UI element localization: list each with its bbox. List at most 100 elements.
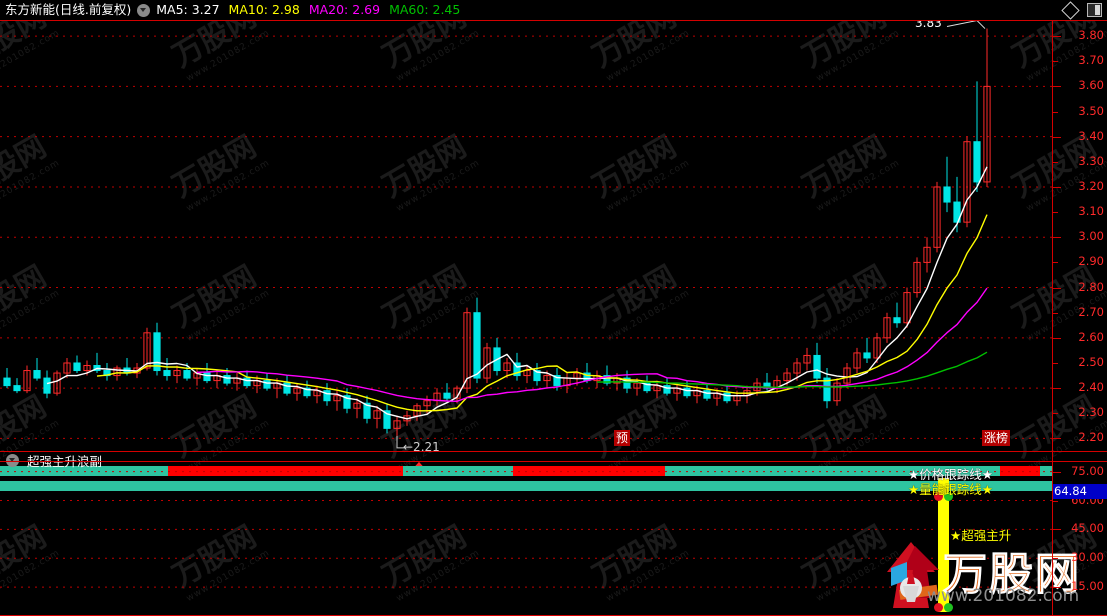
price-panel-bottom-border bbox=[0, 451, 1107, 452]
price-track-band bbox=[403, 466, 513, 476]
signal-vertical-bar bbox=[938, 478, 949, 612]
signal-marker-dot bbox=[939, 486, 948, 495]
price-tick-label: 2.40 bbox=[1078, 380, 1104, 395]
price-tick-label: 3.00 bbox=[1078, 229, 1104, 244]
ma5-readout: MA5: 3.27 bbox=[156, 2, 220, 17]
price-track-band bbox=[168, 466, 403, 476]
volume-track-label: ★量能跟踪线★ bbox=[908, 479, 993, 498]
price-track-band bbox=[1040, 466, 1052, 476]
price-tick-mark bbox=[1053, 61, 1058, 62]
indicator-tick-label: 30.00 bbox=[1071, 550, 1104, 565]
logo-brand-text: 万股网 bbox=[943, 549, 1081, 601]
logo-url-text: www.201082.com bbox=[927, 586, 1080, 606]
price-tick-label: 3.60 bbox=[1078, 78, 1104, 93]
indicator-tick-mark bbox=[1053, 558, 1058, 559]
price-track-band bbox=[1000, 466, 1040, 476]
price-tick-label: 3.70 bbox=[1078, 53, 1104, 68]
diamond-icon[interactable] bbox=[1061, 0, 1080, 20]
price-tick-mark bbox=[1053, 338, 1061, 339]
indicator-tick-label: 60.00 bbox=[1071, 492, 1104, 507]
star-icon: ★ bbox=[981, 467, 993, 482]
price-axis: 3.80 3.70 3.60 3.50 3.40 3.30 3.20 3.10 3.00 2.90… bbox=[1053, 21, 1107, 451]
price-tick-mark bbox=[1053, 363, 1058, 364]
header-tools bbox=[1061, 0, 1102, 20]
axis-separator bbox=[1052, 0, 1053, 616]
indicator-panel[interactable] bbox=[0, 462, 1052, 616]
price-tick-label: 3.40 bbox=[1078, 128, 1104, 143]
price-chart[interactable] bbox=[0, 20, 1052, 475]
price-tick-label: 2.50 bbox=[1078, 354, 1104, 369]
price-track-text: 价格跟踪线 bbox=[919, 467, 982, 482]
indicator-title[interactable]: 超强主升浪副 bbox=[27, 453, 103, 469]
signal-label: ★超强主升 bbox=[950, 525, 1011, 544]
indicator-tick-mark bbox=[1053, 501, 1058, 502]
rank-badge-label: 涨榜 bbox=[982, 430, 1011, 446]
price-track-band bbox=[665, 466, 1000, 476]
price-tick-label: 3.80 bbox=[1078, 28, 1104, 43]
chart-header-bar: 东方新能(日线.前复权) MA5: 3.27 MA10: 2.98 MA20: … bbox=[0, 0, 1107, 20]
price-tick-label: 2.70 bbox=[1078, 304, 1104, 319]
low-price-annotation: ←2.21 bbox=[403, 439, 440, 454]
logo-mark-icon bbox=[887, 542, 939, 608]
price-tick-mark bbox=[1053, 413, 1058, 414]
signal-marker-dot bbox=[944, 492, 953, 501]
star-icon: ★ bbox=[908, 482, 920, 497]
star-icon: ★ bbox=[950, 528, 962, 543]
chevron-down-circle-icon[interactable] bbox=[137, 3, 151, 17]
star-icon: ★ bbox=[981, 482, 993, 497]
rank-badge[interactable]: 涨榜 bbox=[982, 427, 1011, 446]
price-tick-label: 2.20 bbox=[1078, 430, 1104, 445]
price-tick-mark bbox=[1053, 388, 1061, 389]
price-tick-label: 2.60 bbox=[1078, 329, 1104, 344]
header-divider bbox=[0, 20, 1107, 21]
forecast-badge-label: 预 bbox=[614, 430, 631, 446]
price-tick-label: 2.30 bbox=[1078, 405, 1104, 420]
signal-marker-dot bbox=[934, 492, 943, 501]
chevron-down-circle-icon[interactable] bbox=[6, 453, 19, 467]
site-logo: 万股网 www.201082.com bbox=[885, 528, 1107, 616]
indicator-tick-mark bbox=[1053, 529, 1061, 530]
price-tick-label: 2.90 bbox=[1078, 254, 1104, 269]
price-tick-mark bbox=[1053, 262, 1058, 263]
indicator-canvas bbox=[0, 466, 1052, 588]
price-track-label: ★价格跟踪线★ bbox=[908, 464, 993, 483]
price-tick-mark bbox=[1053, 438, 1061, 439]
price-track-band bbox=[0, 466, 168, 476]
ma20-readout: MA20: 2.69 bbox=[308, 2, 381, 17]
symbol-title[interactable]: 东方新能(日线.前复权) bbox=[5, 2, 132, 17]
price-tick-mark bbox=[1053, 288, 1061, 289]
panel-toggle-icon[interactable] bbox=[1087, 3, 1102, 17]
indicator-header: 超强主升浪副 bbox=[0, 452, 1052, 469]
indicator-tick-label: 75.00 bbox=[1071, 463, 1104, 478]
signal-text: 超强主升 bbox=[961, 528, 1012, 543]
volume-track-band bbox=[0, 481, 1052, 491]
price-tick-mark bbox=[1053, 86, 1061, 87]
star-icon: ★ bbox=[908, 467, 920, 482]
price-tick-label: 3.50 bbox=[1078, 103, 1104, 118]
ma60-readout: MA60: 2.45 bbox=[389, 2, 461, 17]
signal-marker-dot bbox=[944, 603, 953, 612]
price-tick-mark bbox=[1053, 313, 1058, 314]
indicator-tick-label: 45.00 bbox=[1071, 521, 1104, 536]
price-track-band bbox=[513, 466, 665, 476]
price-tick-mark bbox=[1053, 212, 1058, 213]
price-tick-label: 3.30 bbox=[1078, 153, 1104, 168]
price-tick-mark bbox=[1053, 187, 1061, 188]
price-tick-label: 2.80 bbox=[1078, 279, 1104, 294]
price-tick-label: 3.20 bbox=[1078, 178, 1104, 193]
indicator-axis: 75.00 60.00 45.00 30.00 15.00 64.84 bbox=[1053, 462, 1107, 616]
volume-track-text: 量能跟踪线 bbox=[919, 482, 982, 497]
indicator-tick-mark bbox=[1053, 472, 1061, 473]
price-tick-mark bbox=[1053, 162, 1058, 163]
indicator-panel-top-border bbox=[0, 461, 1107, 462]
price-tick-mark bbox=[1053, 237, 1061, 238]
price-chart-canvas bbox=[0, 20, 1052, 475]
price-tick-mark bbox=[1053, 36, 1061, 37]
price-tick-mark bbox=[1053, 112, 1058, 113]
indicator-current-value: 64.84 bbox=[1053, 484, 1107, 500]
forecast-badge[interactable]: 预 bbox=[614, 427, 631, 446]
indicator-tick-label: 15.00 bbox=[1071, 579, 1104, 594]
price-tick-label: 3.10 bbox=[1078, 204, 1104, 219]
price-tick-mark bbox=[1053, 137, 1061, 138]
